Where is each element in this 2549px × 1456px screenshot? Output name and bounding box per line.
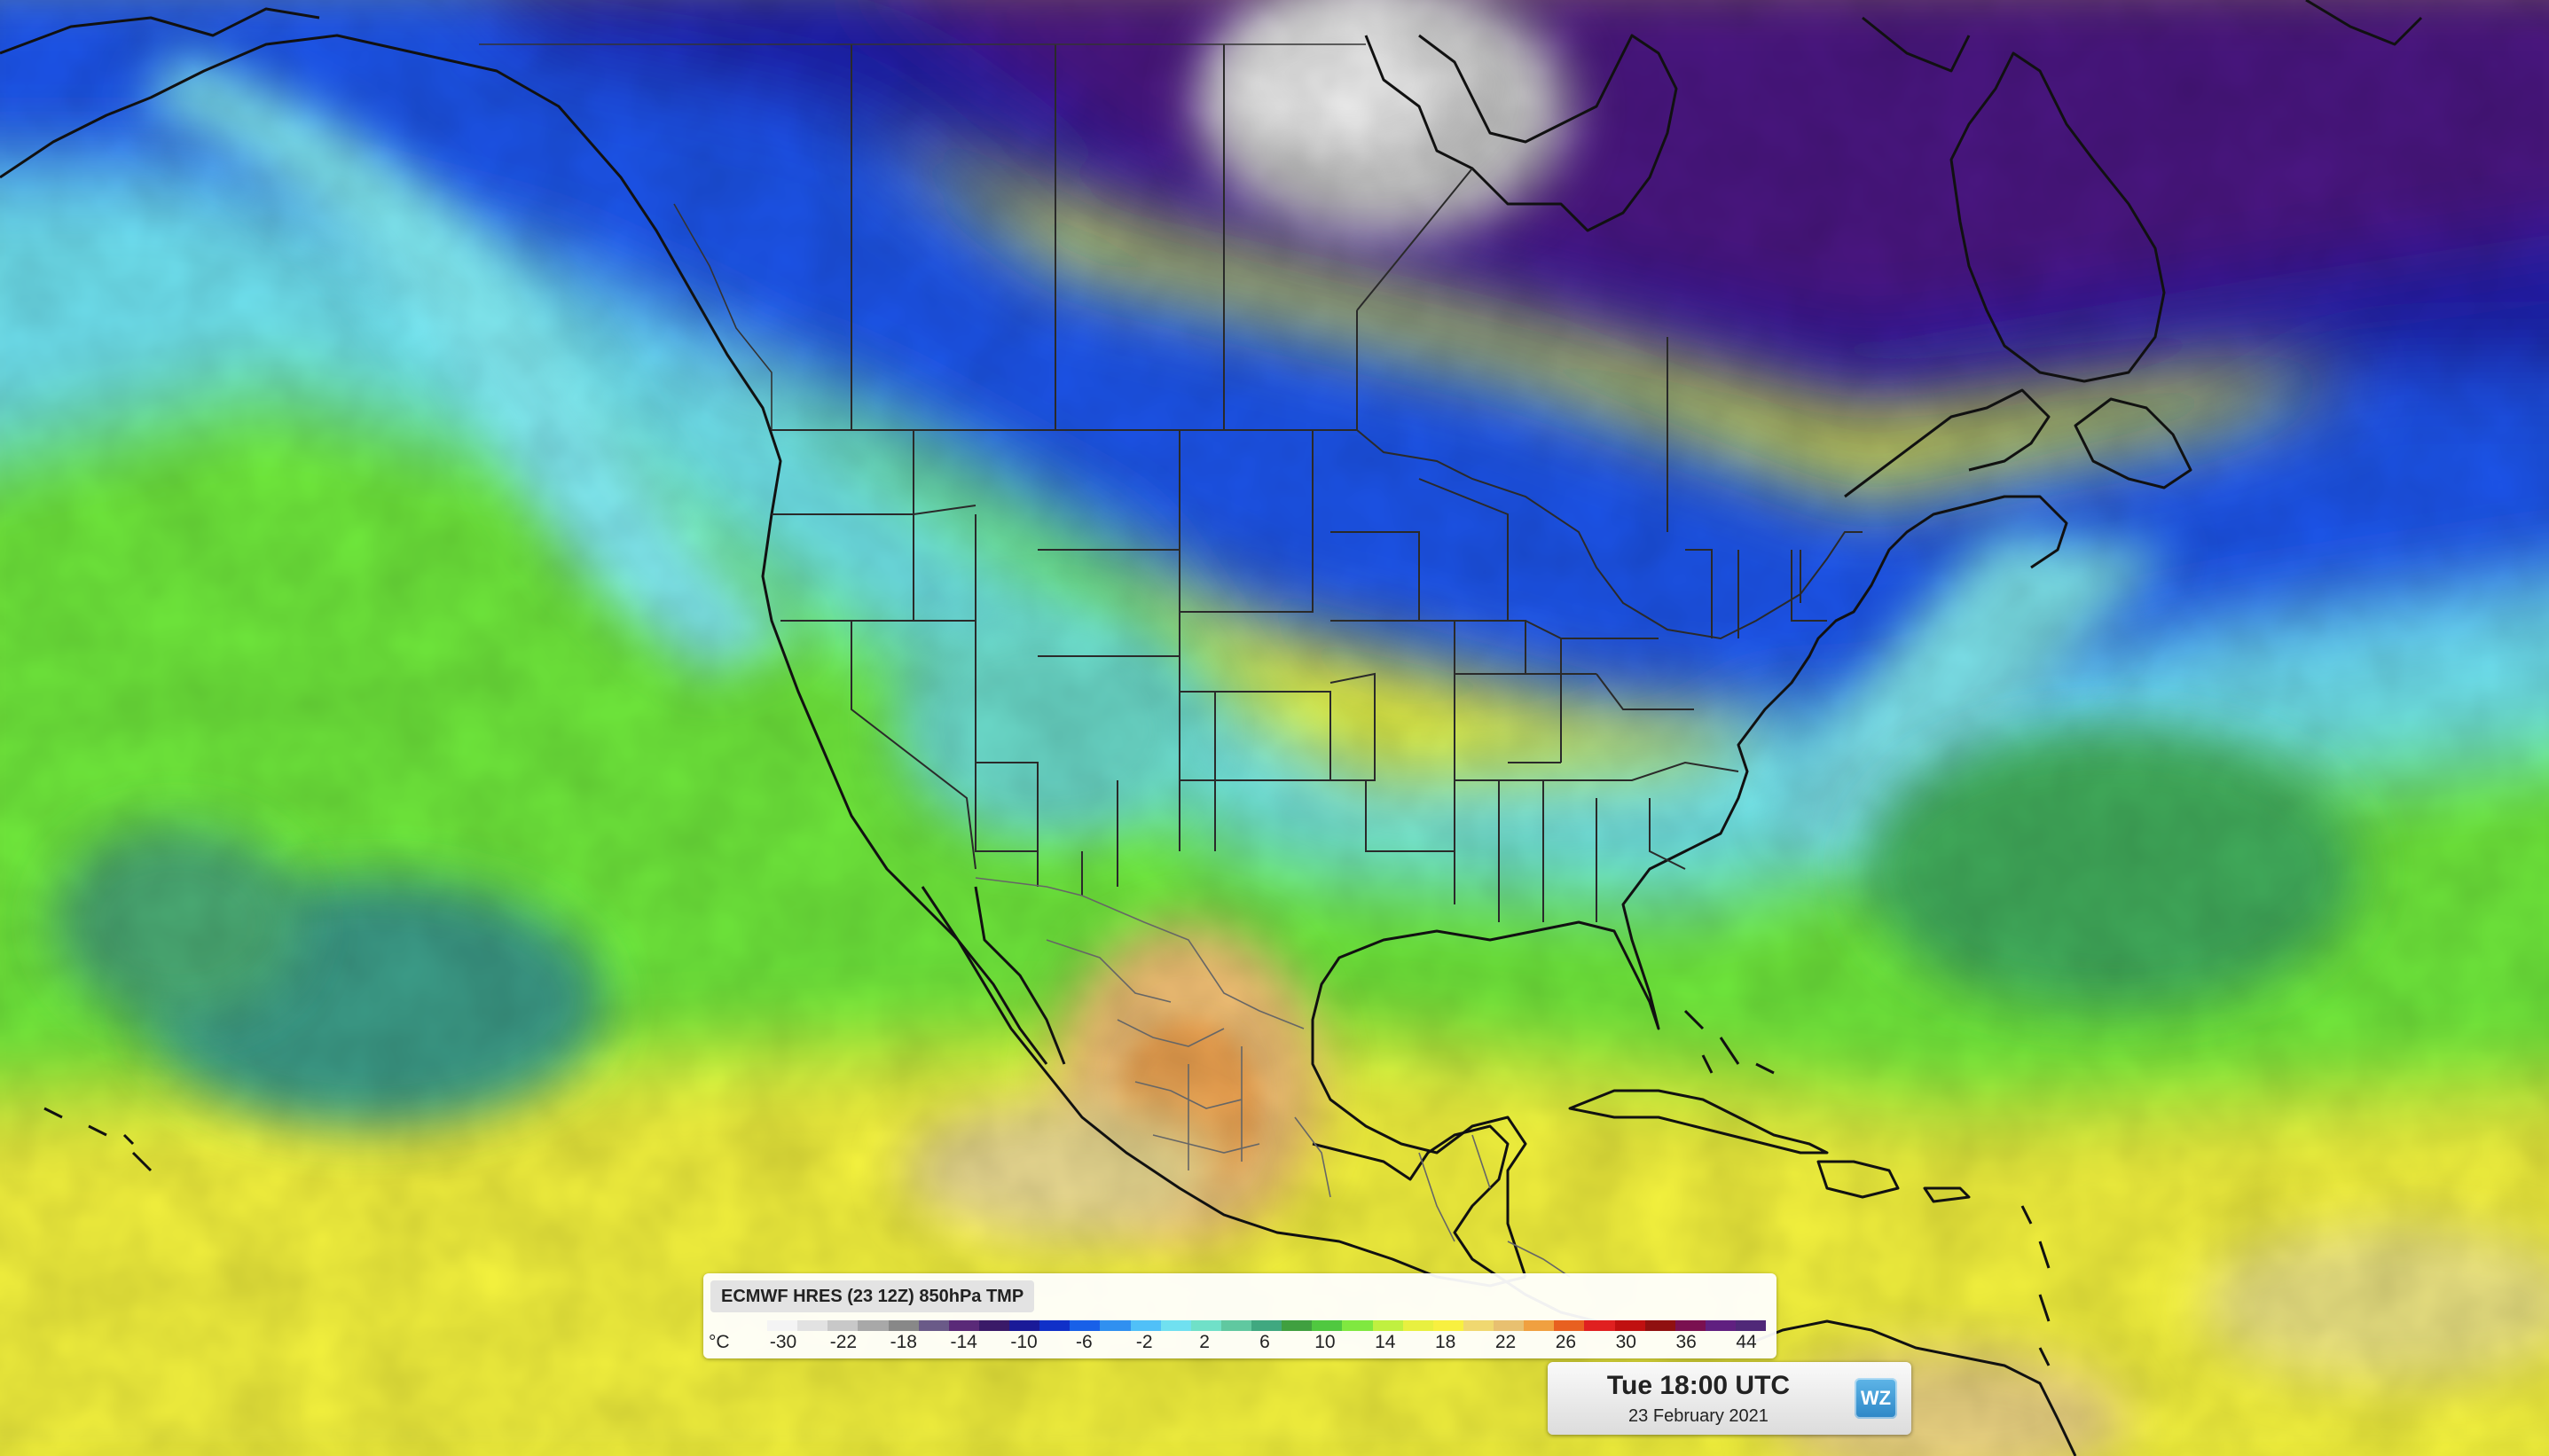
legend-swatch [797, 1320, 828, 1331]
legend-swatch [1402, 1320, 1433, 1331]
legend-swatch [858, 1320, 889, 1331]
legend-swatch [1432, 1320, 1463, 1331]
legend-swatch [1282, 1320, 1313, 1331]
legend-tick-label: -6 [1076, 1332, 1093, 1352]
legend-swatch [948, 1320, 979, 1331]
legend-swatch [1554, 1320, 1585, 1331]
valid-time: Tue 18:00 UTC [1606, 1371, 1791, 1400]
weatherzone-logo: WZ [1855, 1378, 1897, 1419]
legend-tick-label: 14 [1375, 1332, 1396, 1352]
legend-swatch [918, 1320, 949, 1331]
mexico-borders [975, 877, 1571, 1278]
valid-date: 23 February 2021 [1628, 1406, 1769, 1426]
legend-swatch [978, 1320, 1009, 1331]
legend-swatch [1674, 1320, 1706, 1331]
legend-tick-label: 44 [1736, 1332, 1757, 1352]
legend-swatch [1312, 1320, 1343, 1331]
legend-tick-label: 36 [1675, 1332, 1697, 1352]
valid-time-box[interactable]: Tue 18:00 UTC 23 February 2021 WZ [1548, 1362, 1911, 1435]
legend-swatch [1130, 1320, 1161, 1331]
legend-tick-label: -2 [1135, 1332, 1153, 1352]
legend-tick-label: 2 [1199, 1332, 1210, 1352]
legend-swatch [1524, 1320, 1555, 1331]
legend-swatch [1644, 1320, 1675, 1331]
legend-swatch [1160, 1320, 1191, 1331]
legend-swatch [1494, 1320, 1525, 1331]
legend-tick-label: -10 [1010, 1332, 1038, 1352]
legend-swatch [1070, 1320, 1101, 1331]
legend-tick-label: 10 [1314, 1332, 1336, 1352]
legend-tick-label: 18 [1434, 1332, 1456, 1352]
legend-tick-label: 30 [1615, 1332, 1636, 1352]
legend-swatch [767, 1320, 798, 1331]
legend-tick-label: 22 [1494, 1332, 1517, 1352]
legend-swatch [1463, 1320, 1494, 1331]
legend-tick-label: 26 [1555, 1332, 1577, 1352]
legend-swatch [1736, 1320, 1767, 1331]
canada-subdivisions [479, 43, 1366, 430]
legend-swatch [1342, 1320, 1373, 1331]
legend-tick-label: -22 [829, 1332, 858, 1352]
legend-swatch [1584, 1320, 1615, 1331]
legend-swatch [1009, 1320, 1040, 1331]
legend-swatch [1251, 1320, 1282, 1331]
legend-tick-label: -14 [950, 1332, 977, 1352]
legend-swatch [1372, 1320, 1403, 1331]
legend-swatch [1100, 1320, 1131, 1331]
legend-swatch [1190, 1320, 1221, 1331]
legend-tick-label: -18 [890, 1332, 917, 1352]
legend-swatch [1705, 1320, 1736, 1331]
legend-panel: ECMWF HRES (23 12Z) 850hPa TMP °C -30 -22… [703, 1273, 1776, 1358]
legend-unit: °C [709, 1332, 730, 1352]
legend-title: ECMWF HRES (23 12Z) 850hPa TMP [710, 1280, 1035, 1312]
legend-swatch [827, 1320, 859, 1331]
legend-swatch [1220, 1320, 1251, 1331]
legend-tick-label: 6 [1259, 1332, 1270, 1352]
legend-color-scale [767, 1320, 1767, 1331]
legend-tick-label: -30 [769, 1332, 797, 1352]
legend-ticks: -30 -22 -18 -14 -10 -6 -2 2 6 10 14 18 22 26 30 36 44 [767, 1332, 1766, 1357]
legend-swatch [888, 1320, 919, 1331]
state-borders [772, 44, 1863, 922]
legend-swatch [1039, 1320, 1071, 1331]
legend-swatch [1614, 1320, 1645, 1331]
